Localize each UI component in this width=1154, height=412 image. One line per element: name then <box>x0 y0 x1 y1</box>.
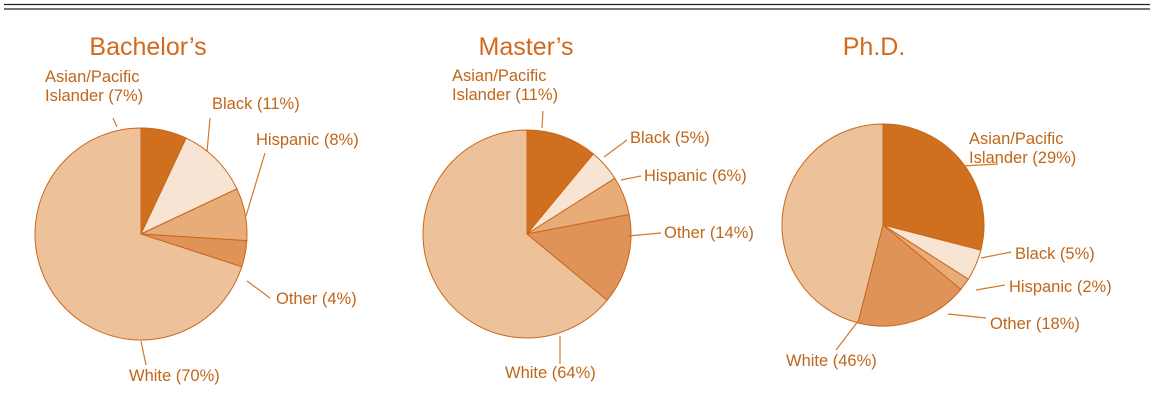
slice-white <box>781 123 884 324</box>
data-label-white: White (46%) <box>786 352 877 370</box>
leader-line-other <box>627 232 662 237</box>
leader-line-asian-pacific-islander <box>961 163 999 167</box>
slice-asian-pacific-islander <box>526 129 594 236</box>
leader-line-hispanic <box>620 175 642 181</box>
chart-title: Master’s <box>479 33 574 61</box>
data-label-hispanic: Hispanic (6%) <box>644 167 747 185</box>
pie-chart-1: Bachelor’s Asian/Pacific Islander (7%) Blac… <box>34 33 359 385</box>
pie-chart-2: Master’s Asian/Pacific Islander (11%) Black… <box>422 33 754 382</box>
slice-white <box>422 129 608 339</box>
data-label-black: Black (11%) <box>212 95 300 113</box>
slice-other <box>525 213 632 301</box>
slice-black <box>139 137 238 236</box>
data-label-other: Other (14%) <box>664 224 754 242</box>
data-label-asian-pacific-islander: Asian/Pacific Islander (29%) <box>969 130 1076 167</box>
leader-line-black <box>980 251 1012 259</box>
data-label-black: Black (5%) <box>630 129 710 147</box>
slice-asian-pacific-islander <box>882 123 985 251</box>
data-label-asian-pacific-islander: Asian/Pacific Islander (7%) <box>45 68 143 105</box>
slice-other <box>857 224 962 327</box>
leader-line-white <box>835 319 860 351</box>
chart-title: Bachelor’s <box>89 33 206 61</box>
leader-line-black <box>603 139 628 158</box>
data-label-hispanic: Hispanic (2%) <box>1009 278 1112 296</box>
leader-line-asian-pacific-islander <box>112 117 118 128</box>
leader-line-white <box>140 340 147 366</box>
leader-line-other <box>947 313 987 319</box>
data-label-black: Black (5%) <box>1015 245 1095 263</box>
data-label-asian-pacific-islander: Asian/Pacific Islander (11%) <box>452 67 558 104</box>
data-label-white: White (70%) <box>129 367 220 385</box>
data-label-other: Other (18%) <box>990 315 1080 333</box>
slice-white <box>34 127 243 341</box>
data-label-other: Other (4%) <box>276 290 357 308</box>
charts-group: Bachelor’s Asian/Pacific Islander (7%) Blac… <box>34 33 1112 385</box>
leader-line-hispanic <box>975 284 1006 291</box>
leader-line-black <box>206 117 211 153</box>
leader-line-hispanic <box>245 152 266 217</box>
leader-line-other <box>246 280 271 299</box>
data-label-hispanic: Hispanic (8%) <box>256 131 359 149</box>
leader-line-asian-pacific-islander <box>541 110 544 129</box>
pie-chart-3: Ph.D. Asian/Pacific Islander (29%) Black (5… <box>781 33 1112 370</box>
chart-title: Ph.D. <box>843 33 906 61</box>
data-label-white: White (64%) <box>505 364 596 382</box>
